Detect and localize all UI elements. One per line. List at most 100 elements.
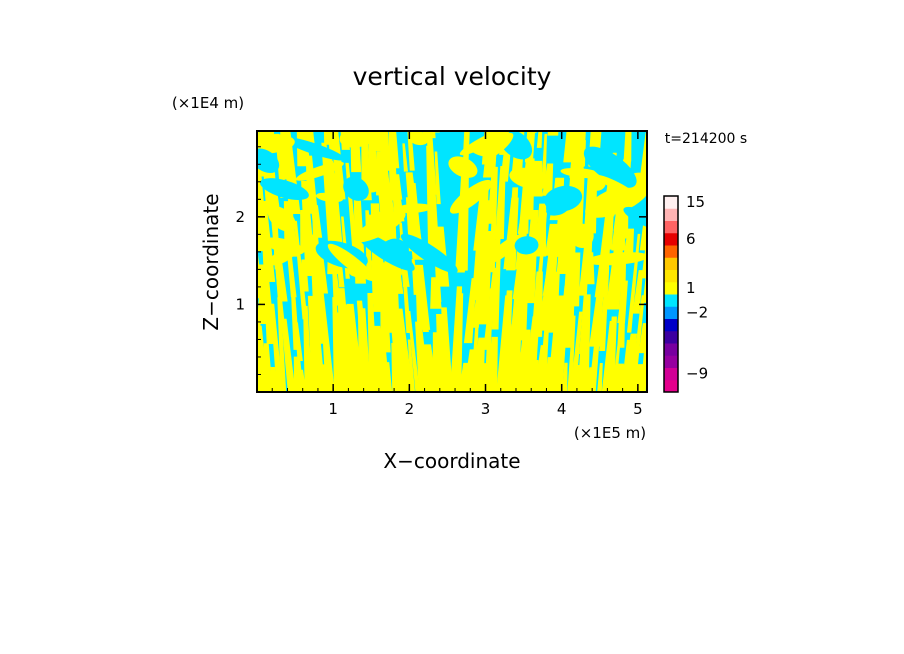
positive-velocity-plume — [650, 138, 665, 173]
positive-velocity-plume — [391, 342, 398, 392]
positive-velocity-plume — [405, 172, 425, 260]
positive-velocity-patch — [257, 133, 295, 154]
positive-velocity-plume — [570, 252, 581, 307]
colorbar-swatch — [664, 330, 678, 344]
positive-velocity-plume — [547, 131, 559, 136]
colorbar-label: 1 — [686, 279, 696, 297]
positive-velocity-plume — [488, 166, 498, 273]
negative-velocity-patch — [282, 136, 346, 161]
colorbar-swatch — [664, 367, 678, 381]
positive-velocity-plume — [491, 257, 501, 330]
positive-velocity-plume — [313, 24, 331, 127]
y-tick-label: 2 — [235, 208, 245, 226]
colorbar: −9 −2 1 6 15 — [663, 193, 708, 393]
positive-velocity-plume — [303, 131, 318, 230]
positive-velocity-plume — [617, 259, 627, 348]
positive-velocity-plume — [640, 320, 647, 392]
positive-velocity-plume — [477, 230, 493, 325]
positive-velocity-patch — [354, 211, 406, 243]
positive-velocity-plume — [441, 307, 453, 392]
positive-velocity-patch — [586, 252, 647, 266]
positive-velocity-plume — [531, 271, 543, 337]
positive-velocity-patch — [449, 179, 492, 214]
positive-velocity-plume — [299, 369, 307, 392]
positive-velocity-plume — [319, 282, 335, 392]
negative-velocity-patch — [260, 178, 309, 201]
positive-velocity-plume — [244, 161, 252, 215]
colorbar-swatch — [664, 196, 678, 209]
positive-velocity-patch — [375, 262, 403, 281]
positive-velocity-plume — [560, 241, 576, 348]
colorbar-swatch — [664, 220, 678, 234]
positive-velocity-plume — [542, 267, 556, 296]
colorbar-label: 6 — [686, 230, 696, 248]
positive-velocity-plume — [642, 265, 647, 303]
positive-velocity-plume — [649, 153, 664, 209]
positive-velocity-patch — [327, 243, 375, 282]
positive-velocity-plume — [397, 308, 414, 392]
axis-ticks: 1 2 3 4 5 1 2 — [235, 131, 647, 418]
positive-velocity-plume — [323, 131, 336, 145]
positive-velocity-patch — [295, 161, 344, 181]
positive-velocity-plume — [579, 60, 592, 124]
x-tick-label: 4 — [557, 400, 567, 418]
positive-velocity-plume — [294, 322, 303, 362]
positive-velocity-plume — [277, 297, 287, 392]
positive-velocity-plume — [378, 131, 391, 192]
positive-velocity-plume — [646, 162, 647, 168]
positive-velocity-plume — [407, 339, 415, 392]
colorbar-swatch — [664, 232, 678, 246]
negative-velocity-patch — [623, 206, 647, 231]
positive-velocity-plume — [541, 133, 547, 184]
positive-velocity-plume — [238, 107, 251, 150]
colorbar-frame — [663, 195, 679, 393]
positive-velocity-plume — [522, 210, 539, 304]
plot-frame — [256, 130, 648, 393]
positive-velocity-plume — [620, 339, 630, 392]
positive-velocity-plume — [270, 367, 278, 392]
colorbar-swatch — [664, 281, 678, 295]
positive-velocity-patch — [267, 206, 297, 232]
positive-velocity-patch — [509, 167, 551, 190]
negative-velocity-patch — [400, 233, 458, 274]
colorbar-label: 15 — [686, 193, 705, 211]
colorbar-swatch — [664, 208, 678, 221]
negative-velocity-patch — [514, 236, 539, 255]
positive-velocity-plume — [575, 140, 586, 230]
positive-velocity-plume — [495, 166, 506, 239]
positive-velocity-patch — [459, 131, 513, 156]
positive-velocity-plume — [407, 310, 420, 392]
positive-velocity-plume — [486, 336, 498, 392]
positive-velocity-plume — [402, 143, 408, 172]
positive-velocity-plume — [270, 303, 283, 392]
positive-velocity-plume — [570, 311, 583, 392]
positive-velocity-plume — [632, 270, 644, 314]
positive-velocity-plume — [538, 314, 550, 392]
x-unit-label: (×1E5 m) — [574, 424, 646, 442]
colorbar-swatch — [664, 245, 678, 258]
positive-velocity-plume — [562, 362, 568, 392]
positive-velocity-patch — [483, 132, 514, 160]
positive-velocity-plume — [257, 131, 260, 146]
positive-velocity-patch — [487, 234, 522, 264]
colorbar-swatch — [664, 269, 678, 283]
positive-velocity-plume — [380, 278, 391, 353]
positive-velocity-plume — [470, 321, 479, 392]
positive-velocity-patch — [348, 131, 369, 142]
positive-velocity-plume — [407, 131, 415, 171]
positive-velocity-plume — [247, 62, 261, 126]
x-tick-label: 5 — [633, 400, 643, 418]
positive-velocity-plume — [623, 228, 635, 258]
positive-velocity-patch — [596, 175, 638, 198]
negative-velocity-patch — [357, 232, 415, 271]
velocity-field — [238, 24, 665, 392]
colorbar-label: −9 — [686, 365, 708, 383]
x-tick-label: 3 — [481, 400, 491, 418]
positive-velocity-plume — [381, 362, 393, 392]
positive-velocity-plume — [434, 151, 441, 205]
colorbar-swatch — [664, 343, 678, 356]
positive-velocity-patch — [570, 223, 594, 248]
positive-velocity-patch — [395, 203, 433, 214]
positive-velocity-plume — [484, 288, 493, 392]
positive-velocity-plume — [630, 295, 645, 392]
